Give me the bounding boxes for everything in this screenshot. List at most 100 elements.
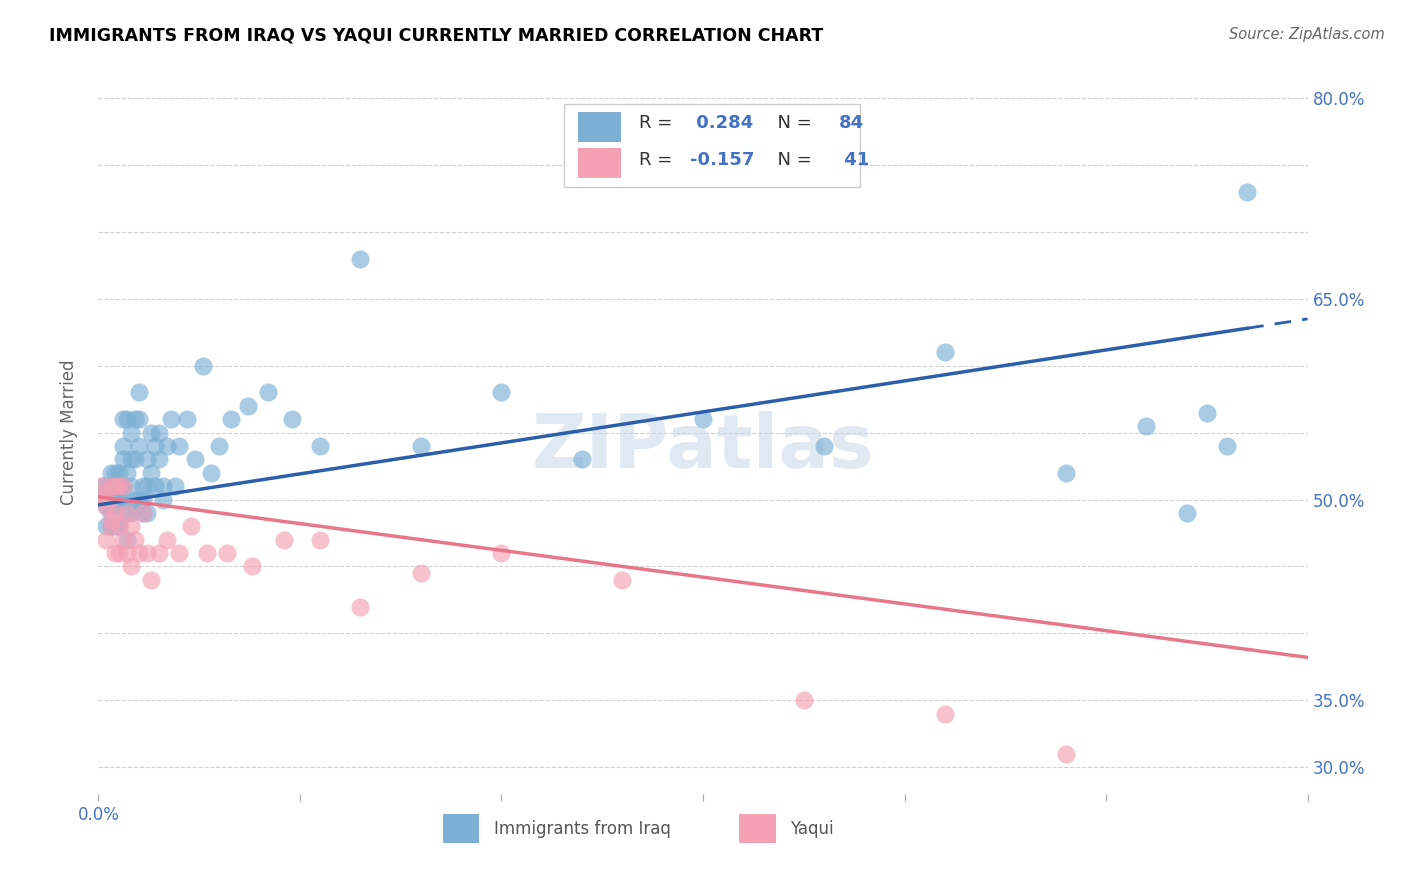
Point	[1135, 418, 1157, 433]
Point	[135, 546, 157, 560]
FancyBboxPatch shape	[578, 148, 621, 178]
Point	[349, 252, 371, 266]
Point	[128, 412, 150, 426]
Point	[120, 506, 142, 520]
Point	[107, 492, 129, 507]
Point	[100, 479, 122, 493]
Point	[156, 533, 179, 547]
Point	[103, 519, 125, 533]
Point	[273, 533, 295, 547]
Point	[236, 399, 259, 413]
Point	[124, 412, 146, 426]
Point	[156, 439, 179, 453]
Point	[128, 492, 150, 507]
Point	[120, 425, 142, 440]
Text: 0.284: 0.284	[690, 114, 754, 132]
Point	[132, 479, 155, 493]
Point	[115, 466, 138, 480]
FancyBboxPatch shape	[443, 814, 479, 843]
Point	[115, 506, 138, 520]
Point	[167, 439, 190, 453]
Text: -0.157: -0.157	[690, 151, 754, 169]
Point	[139, 425, 162, 440]
Point	[103, 479, 125, 493]
Point	[491, 385, 513, 400]
Point	[120, 519, 142, 533]
Point	[409, 439, 432, 453]
Point	[152, 479, 174, 493]
Point	[100, 479, 122, 493]
Point	[107, 546, 129, 560]
Point	[107, 519, 129, 533]
Point	[103, 506, 125, 520]
Point	[571, 452, 593, 467]
Point	[135, 479, 157, 493]
Point	[107, 519, 129, 533]
Point	[107, 479, 129, 493]
Text: Immigrants from Iraq: Immigrants from Iraq	[494, 820, 671, 838]
Point	[115, 533, 138, 547]
Point	[111, 412, 134, 426]
Point	[115, 412, 138, 426]
Point	[148, 546, 170, 560]
Point	[124, 533, 146, 547]
Point	[132, 506, 155, 520]
Point	[221, 412, 243, 426]
Point	[103, 492, 125, 507]
Point	[349, 599, 371, 614]
Point	[100, 506, 122, 520]
Point	[111, 479, 134, 493]
Point	[148, 425, 170, 440]
Point	[132, 492, 155, 507]
Point	[100, 495, 122, 509]
FancyBboxPatch shape	[578, 112, 621, 142]
Point	[91, 487, 114, 501]
Point	[124, 492, 146, 507]
Point	[135, 506, 157, 520]
Point	[91, 487, 114, 501]
Point	[124, 452, 146, 467]
Point	[111, 492, 134, 507]
Point	[120, 479, 142, 493]
Point	[934, 706, 956, 721]
Point	[1195, 405, 1218, 420]
Point	[135, 452, 157, 467]
Point	[793, 693, 815, 707]
Point	[1216, 439, 1239, 453]
Point	[96, 492, 118, 507]
Point	[120, 559, 142, 574]
Point	[167, 546, 190, 560]
Point	[111, 452, 134, 467]
Point	[96, 500, 118, 514]
Text: Source: ZipAtlas.com: Source: ZipAtlas.com	[1229, 27, 1385, 42]
Point	[132, 506, 155, 520]
Point	[103, 500, 125, 514]
Point	[107, 479, 129, 493]
Point	[692, 412, 714, 426]
Point	[111, 533, 134, 547]
Text: Yaqui: Yaqui	[790, 820, 834, 838]
Point	[103, 466, 125, 480]
Point	[1054, 466, 1077, 480]
Point	[193, 359, 215, 373]
Point	[143, 479, 166, 493]
Point	[813, 439, 835, 453]
Point	[100, 466, 122, 480]
Point	[309, 533, 332, 547]
Point	[152, 492, 174, 507]
Text: R =: R =	[638, 151, 678, 169]
Point	[256, 385, 278, 400]
Point	[139, 466, 162, 480]
Point	[281, 412, 304, 426]
Point	[176, 412, 198, 426]
FancyBboxPatch shape	[740, 814, 776, 843]
Point	[96, 479, 118, 493]
Point	[96, 519, 118, 533]
Point	[409, 566, 432, 580]
FancyBboxPatch shape	[564, 103, 860, 187]
Text: R =: R =	[638, 114, 678, 132]
Point	[100, 519, 122, 533]
Point	[128, 546, 150, 560]
Point	[180, 519, 202, 533]
Point	[491, 546, 513, 560]
